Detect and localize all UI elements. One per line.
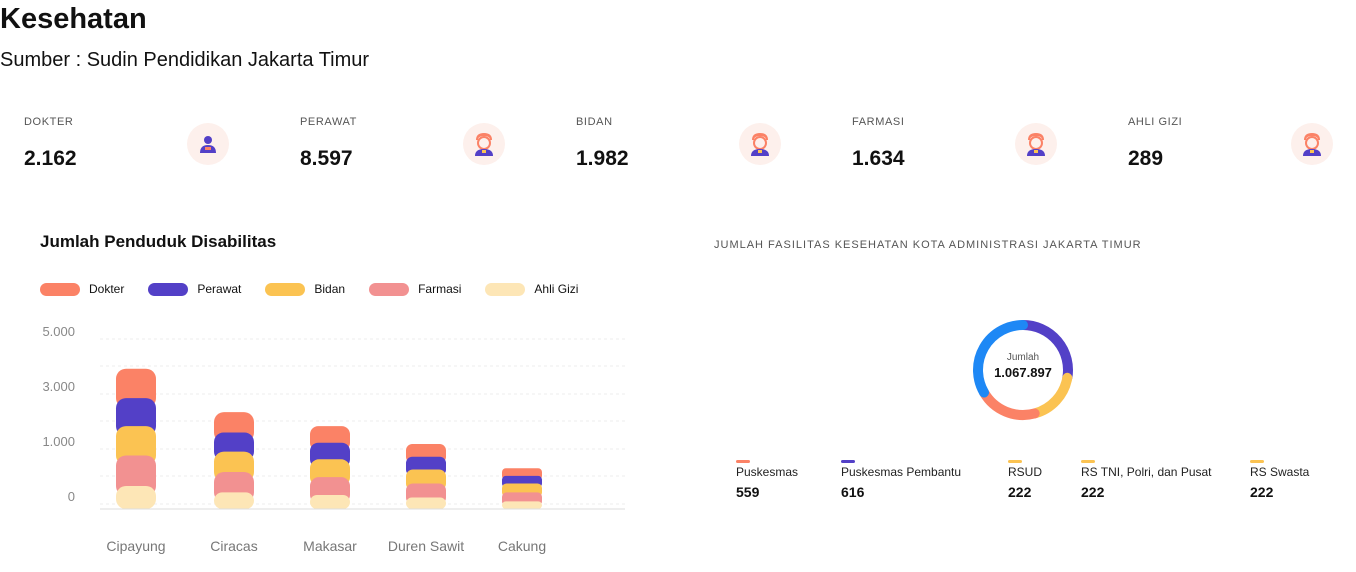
facility-label: RS Swasta (1250, 465, 1310, 479)
bar-segment-ahli-gizi[interactable] (406, 497, 446, 509)
donut-segment-rs[interactable] (973, 320, 1028, 398)
stat-label: AHLI GIZI (1128, 116, 1183, 128)
y-tick-label: 1.000 (42, 434, 75, 449)
stat-label: PERAWAT (300, 116, 357, 128)
legend-item-perawat[interactable]: Perawat (148, 282, 241, 296)
donut-segment-puskesmas[interactable] (979, 387, 1040, 420)
chart-legend: Dokter Perawat Bidan Farmasi Ahli Gizi (40, 282, 602, 296)
donut-segment-rsud[interactable] (1029, 372, 1073, 419)
stat-value: 2.162 (24, 147, 77, 170)
stat-label: DOKTER (24, 116, 74, 128)
x-tick-label: Makasar (303, 538, 357, 554)
legend-label: Ahli Gizi (534, 282, 579, 296)
facility-legend-puskesmas: Puskesmas 559 (736, 460, 798, 500)
legend-label: Bidan (314, 282, 346, 296)
legend-label: Farmasi (418, 282, 462, 296)
x-tick-label: Cakung (498, 538, 546, 554)
legend-item-ahli-gizi[interactable]: Ahli Gizi (485, 282, 578, 296)
stat-value: 1.634 (852, 147, 905, 170)
legend-swatch (1250, 460, 1264, 463)
nurse-icon (1015, 123, 1057, 165)
facility-value: 222 (1081, 484, 1105, 500)
facility-value: 222 (1008, 484, 1032, 500)
bar-chart: 5.000 3.000 1.000 0 Cipayung Ciracas Makasar Du… (42, 324, 625, 554)
donut-center-value: 1.067.897 (994, 365, 1052, 380)
stat-card-bidan: BIDAN 1.982 (576, 112, 826, 182)
facility-legend-rsud: RSUD 222 (1008, 460, 1042, 500)
legend-swatch (1008, 460, 1022, 463)
facility-value: 222 (1250, 484, 1274, 500)
bar-segment-ahli-gizi[interactable] (310, 494, 350, 509)
legend-item-bidan[interactable]: Bidan (265, 282, 345, 296)
facility-value: 616 (841, 484, 865, 500)
bar-segment-farmasi[interactable] (116, 455, 156, 497)
x-tick-label: Duren Sawit (388, 538, 464, 554)
stat-card-dokter: DOKTER 2.162 (24, 112, 274, 182)
facility-legend-rs-swasta: RS Swasta 222 (1250, 460, 1309, 500)
legend-swatch (40, 282, 80, 296)
legend-label: Dokter (89, 282, 125, 296)
stat-card-farmasi: FARMASI 1.634 (852, 112, 1102, 182)
donut-center-label: Jumlah (1006, 352, 1040, 363)
doctor-icon (187, 123, 229, 165)
stat-label: BIDAN (576, 116, 613, 128)
stat-card-perawat: PERAWAT 8.597 (300, 112, 550, 182)
facility-legend-rs-tni: RS TNI, Polri, dan Pusat 222 (1081, 460, 1212, 500)
page-subtitle: Sumber : Sudin Pendidikan Jakarta Timur (0, 49, 370, 71)
y-tick-label: 5.000 (42, 324, 75, 339)
chart-title: Jumlah Penduduk Disabilitas (40, 232, 277, 251)
stat-label: FARMASI (852, 116, 905, 128)
legend-swatch (369, 282, 410, 296)
facility-value: 559 (736, 484, 760, 500)
facility-label: Puskesmas (736, 465, 799, 479)
y-tick-label: 0 (68, 489, 75, 504)
legend-swatch (485, 282, 526, 296)
legend-swatch (148, 282, 189, 296)
legend-swatch (265, 282, 306, 296)
x-tick-label: Cipayung (106, 538, 165, 554)
nurse-icon (463, 123, 505, 165)
facility-legend-puskesmas-pembantu: Puskesmas Pembantu 616 (841, 460, 961, 500)
stat-value: 8.597 (300, 147, 353, 170)
legend-swatch (736, 460, 750, 463)
facility-label: RS TNI, Polri, dan Pusat (1081, 465, 1212, 479)
bar-segment-ahli-gizi[interactable] (502, 501, 542, 509)
legend-item-farmasi[interactable]: Farmasi (369, 282, 461, 296)
donut-chart (973, 320, 1073, 420)
nurse-icon (1291, 123, 1333, 165)
legend-label: Perawat (197, 282, 242, 296)
legend-item-dokter[interactable]: Dokter (40, 282, 124, 296)
bar-segment-ahli-gizi[interactable] (116, 486, 156, 509)
legend-swatch (841, 460, 855, 463)
facility-label: Puskesmas Pembantu (841, 465, 962, 479)
stat-value: 1.982 (576, 147, 629, 170)
bar-segment-ahli-gizi[interactable] (214, 492, 254, 509)
facility-label: RSUD (1008, 465, 1043, 479)
donut-segment-puskesmas-pembantu[interactable] (1018, 320, 1073, 383)
legend-swatch (1081, 460, 1095, 463)
stat-card-ahli-gizi: AHLI GIZI 289 (1128, 112, 1356, 182)
y-tick-label: 3.000 (42, 379, 75, 394)
stat-value: 289 (1128, 147, 1164, 170)
page-title: Kesehatan (0, 3, 147, 35)
nurse-icon (739, 123, 781, 165)
x-tick-label: Ciracas (210, 538, 257, 554)
facility-chart-title: JUMLAH FASILITAS KESEHATAN KOTA ADMINIST… (714, 239, 1142, 251)
